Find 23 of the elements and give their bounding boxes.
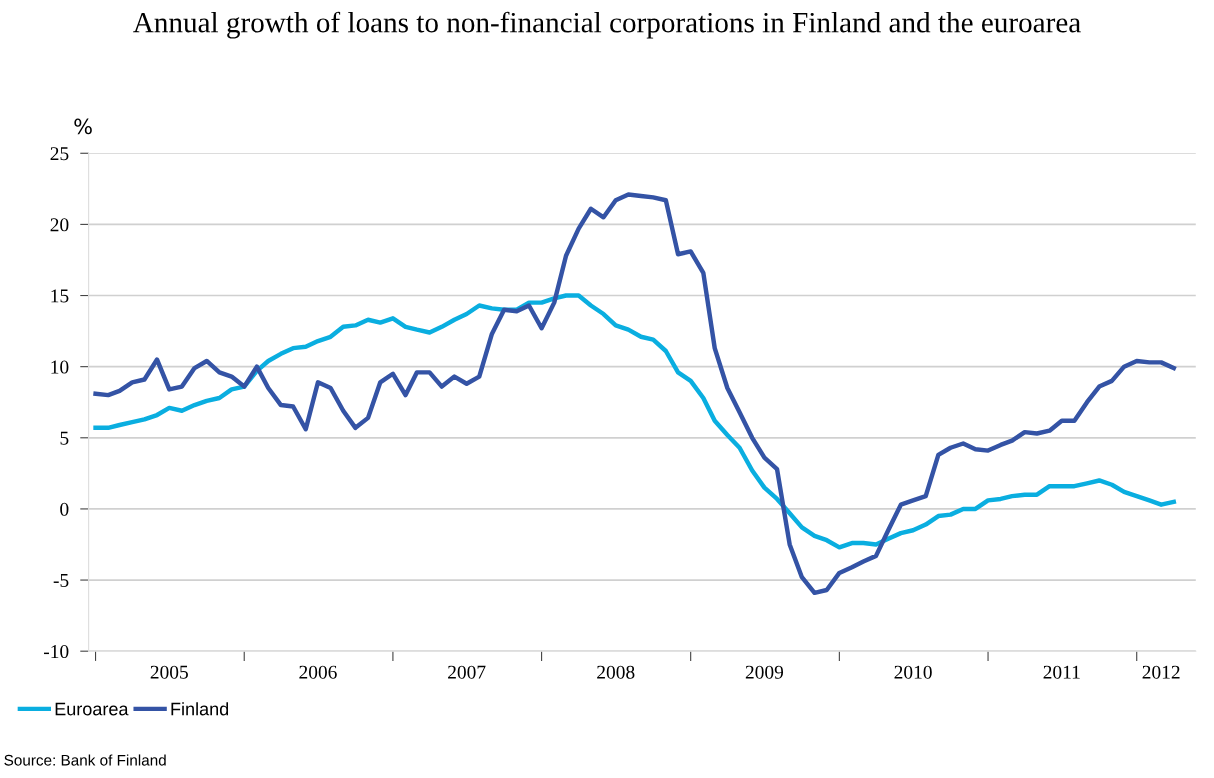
line-series (93, 192, 1177, 596)
legend-label: Euroarea (55, 702, 129, 716)
y-tick-label: -5 (53, 574, 69, 587)
x-tick-label: 2008 (597, 665, 635, 679)
x-tick-label: 2011 (1043, 665, 1080, 679)
line-series (93, 293, 1177, 550)
x-tick-label: 2007 (448, 665, 486, 679)
y-tick-label: 0 (60, 502, 69, 516)
y-tick-label: 20 (50, 218, 69, 232)
y-axis-title: % (74, 118, 92, 135)
x-tick-label: 2010 (894, 665, 932, 679)
y-tick-label: -10 (43, 645, 69, 659)
x-tick-label: 2012 (1142, 665, 1180, 679)
chart-title: Annual growth of loans to non-financial corporations in Finland and the euroarea (133, 11, 1081, 39)
x-tick-label: 2009 (745, 665, 784, 679)
x-tick-label: 2005 (150, 665, 188, 679)
legend-label: Finland (171, 702, 229, 716)
y-tick-label: 10 (51, 360, 69, 374)
y-tick-label: 15 (51, 289, 69, 303)
source-note: Source: Bank of Finland (4, 754, 166, 766)
x-tick-label: 2006 (299, 665, 337, 679)
y-tick-label: 5 (60, 431, 69, 445)
y-tick-label: 25 (50, 147, 69, 161)
